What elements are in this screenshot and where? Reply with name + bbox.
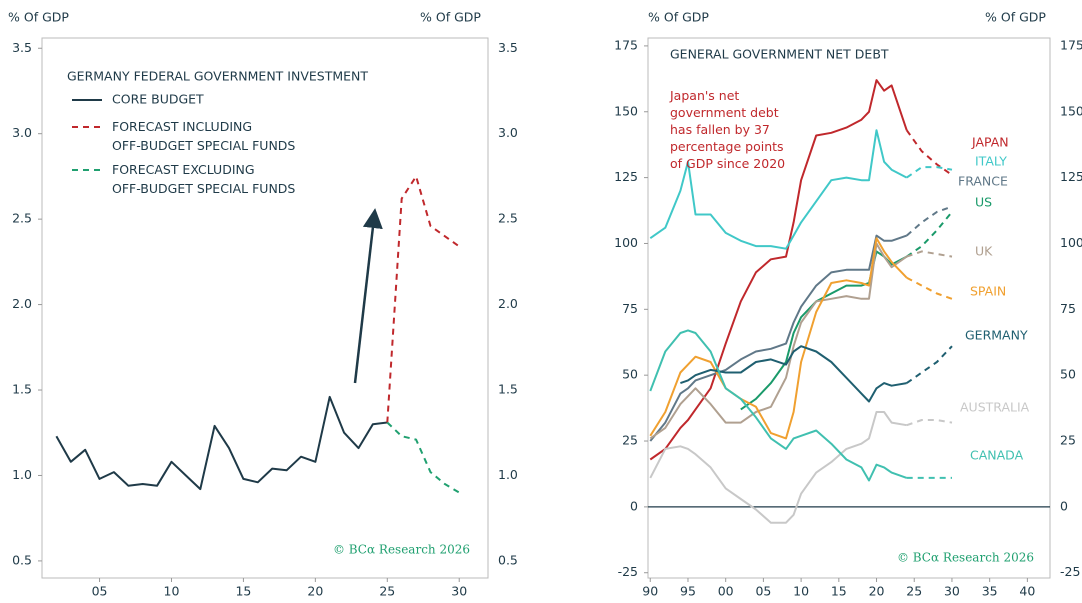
y2-tick-label: 2.5 — [498, 211, 518, 226]
x-tick-label: 30 — [944, 584, 960, 599]
series-label: AUSTRALIA — [960, 400, 1030, 415]
y-tick-label: 25 — [622, 433, 638, 448]
y2-tick-label: 2.0 — [498, 296, 518, 311]
y-tick-label: 150 — [614, 103, 638, 118]
legend-label: FORECAST INCLUDING OFF-BUDGET SPECIAL FUN… — [112, 119, 295, 153]
x-tick-label: 05 — [755, 584, 771, 599]
series-line — [649, 234, 908, 442]
legend-label: CORE BUDGET — [112, 92, 204, 107]
x-tick-label: 10 — [793, 584, 809, 599]
y-tick-label: 125 — [614, 169, 638, 184]
series-label: JAPAN — [971, 135, 1009, 150]
legend-label: FORECAST EXCLUDING OFF-BUDGET SPECIAL FUN… — [112, 162, 295, 196]
y2-tick-label: -25 — [1060, 564, 1080, 579]
series-line — [386, 421, 460, 494]
y2-tick-label: 100 — [1060, 235, 1082, 250]
y-tick-label: 75 — [622, 301, 638, 316]
y-tick-label: 100 — [614, 235, 638, 250]
y2-tick-label: 75 — [1060, 301, 1076, 316]
right-plot-frame — [647, 37, 1051, 579]
y-tick-label: 2.5 — [12, 211, 32, 226]
series-line — [649, 129, 908, 250]
right-y-axis-label: % Of GDP — [648, 10, 709, 25]
series-label: GERMANY — [965, 328, 1028, 343]
series-line — [649, 329, 908, 482]
series-line — [680, 345, 907, 403]
arrow — [353, 208, 383, 384]
x-tick-label: 95 — [680, 584, 696, 599]
left-plot-frame — [41, 37, 489, 579]
x-tick-label: 20 — [307, 584, 323, 599]
y2-tick-label: 1.0 — [498, 467, 518, 482]
y-tick-label: 0.5 — [12, 552, 32, 567]
x-tick-label: 10 — [164, 584, 180, 599]
y-tick-label: 0 — [630, 498, 638, 513]
series-line — [906, 166, 953, 179]
y-tick-label: 1.0 — [12, 467, 32, 482]
y2-tick-label: 0 — [1060, 498, 1068, 513]
right-y2-axis-label: % Of GDP — [985, 10, 1046, 25]
left-y2-axis-label: % Of GDP — [420, 10, 481, 25]
x-tick-label: 40 — [1019, 584, 1035, 599]
chart-title: GENERAL GOVERNMENT NET DEBT — [670, 47, 889, 62]
y2-tick-label: 125 — [1060, 169, 1082, 184]
series-label: ITALY — [975, 154, 1007, 169]
series-label: SPAIN — [970, 284, 1006, 299]
x-tick-label: 35 — [982, 584, 998, 599]
y2-tick-label: 50 — [1060, 367, 1076, 382]
y-tick-label: 3.5 — [12, 40, 32, 55]
y2-tick-label: 0.5 — [498, 552, 518, 567]
x-tick-label: 05 — [92, 584, 108, 599]
left-y-axis-label: % Of GDP — [8, 10, 69, 25]
series-line — [386, 175, 460, 423]
y-tick-label: -25 — [618, 564, 638, 579]
series-line — [649, 411, 907, 524]
series-line — [906, 211, 953, 258]
y-tick-label: 50 — [622, 367, 638, 382]
source: © BCα Research 2026 — [333, 543, 470, 557]
series-line — [906, 250, 953, 258]
series-line — [55, 395, 388, 491]
x-tick-label: 25 — [379, 584, 395, 599]
y2-tick-label: 150 — [1060, 103, 1082, 118]
x-tick-label: 20 — [869, 584, 885, 599]
x-tick-label: 00 — [718, 584, 734, 599]
y2-tick-label: 175 — [1060, 37, 1082, 52]
y2-tick-label: 3.0 — [498, 125, 518, 140]
y-tick-label: 3.0 — [12, 125, 32, 140]
series-line — [905, 129, 953, 176]
x-tick-label: 15 — [831, 584, 847, 599]
series-label: US — [975, 195, 992, 210]
annotation: Japan's net government debt has fallen by … — [669, 88, 785, 171]
y2-tick-label: 1.5 — [498, 382, 518, 397]
source: © BCα Research 2026 — [897, 551, 1034, 565]
series-line — [906, 345, 953, 384]
series-label: UK — [975, 244, 993, 259]
series-line — [906, 276, 953, 300]
series-line — [906, 205, 953, 237]
x-tick-label: 90 — [642, 584, 658, 599]
series-label: CANADA — [970, 448, 1024, 463]
series-line — [649, 237, 908, 440]
series-line — [649, 79, 908, 461]
x-tick-label: 15 — [235, 584, 251, 599]
y-tick-label: 1.5 — [12, 382, 32, 397]
y-tick-label: 2.0 — [12, 296, 32, 311]
series-line — [740, 250, 908, 411]
x-tick-label: 30 — [451, 584, 467, 599]
x-tick-label: 25 — [906, 584, 922, 599]
y2-tick-label: 25 — [1060, 433, 1076, 448]
series-line — [649, 242, 908, 440]
y-tick-label: 175 — [614, 37, 638, 52]
series-line — [906, 419, 953, 427]
series-label: FRANCE — [958, 174, 1008, 189]
legend-title: GERMANY FEDERAL GOVERNMENT INVESTMENT — [67, 69, 368, 84]
y2-tick-label: 3.5 — [498, 40, 518, 55]
